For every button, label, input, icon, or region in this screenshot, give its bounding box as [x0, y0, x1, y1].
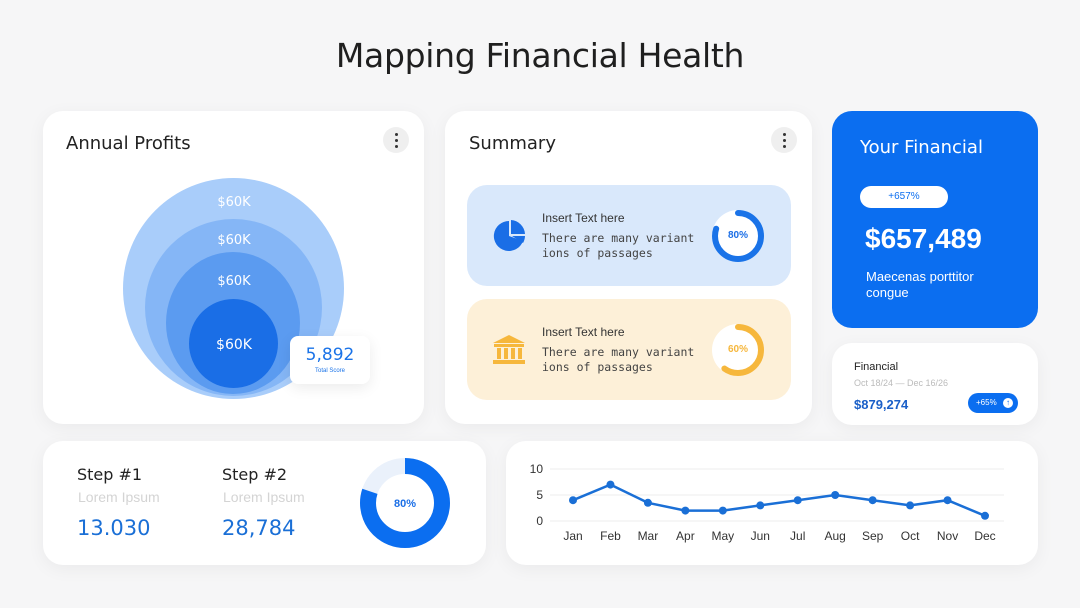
x-tick-label: Dec [974, 529, 995, 543]
steps-donut-label: 80% [393, 498, 417, 510]
line-chart-card: 0 5 10 Jan Feb Mar Apr May Jun Jul Aug Sep Oct Nov Dec [506, 441, 1038, 565]
annual-profits-title: Annual Profits [66, 133, 191, 154]
step-2-value: 28,784 [222, 516, 296, 540]
data-point [756, 501, 765, 510]
more-options-icon[interactable] [383, 127, 409, 153]
x-tick-label: May [711, 529, 734, 543]
summary-item-heading: Insert Text here [542, 325, 625, 339]
profit-ring-3-label: $60K [217, 274, 251, 289]
summary-progress-ring-2 [712, 324, 764, 376]
profit-ring-2-label: $60K [217, 233, 251, 248]
series-line [572, 483, 986, 517]
monthly-line-chart: 0 5 10 Jan Feb Mar Apr May Jun Jul Aug Sep Oct Nov Dec [530, 462, 1004, 543]
step-1-title: Step #1 [77, 465, 143, 484]
x-tick-label: Jun [751, 529, 770, 543]
data-point [943, 496, 952, 505]
financial-growth-badge: +65% ↑ [968, 393, 1018, 413]
financial-date-range: Oct 18/24 — Dec 16/26 [854, 378, 949, 388]
summary-item-heading: Insert Text here [542, 211, 625, 225]
profit-ring-inner [189, 299, 278, 388]
step-2-title: Step #2 [222, 465, 288, 484]
summary-item: Insert Text here There are many variant … [467, 185, 791, 286]
page-title: Mapping Financial Health [335, 36, 745, 75]
data-point [643, 498, 652, 507]
arrow-up-icon: ↑ [1003, 398, 1013, 408]
x-tick-label: Mar [638, 529, 659, 543]
bank-icon [493, 335, 525, 364]
your-financial-amount: $657,489 [865, 223, 982, 254]
steps-card: Step #1 Lorem Ipsum 13.030 Step #2 Lorem… [43, 441, 486, 565]
financial-card: Financial Oct 18/24 — Dec 16/26 $879,274… [832, 343, 1038, 425]
data-point [868, 496, 877, 505]
y-tick-label: 10 [530, 462, 544, 476]
total-score-box: 5,892 Total Score [290, 336, 370, 384]
total-score-value: 5,892 [305, 345, 355, 365]
summary-item: Insert Text here There are many variant … [467, 299, 791, 400]
data-point [906, 501, 915, 510]
summary-progress-ring-1 [712, 210, 764, 262]
your-financial-title: Your Financial [860, 137, 983, 158]
steps-donut [360, 458, 450, 548]
growth-badge: +657% [860, 186, 948, 208]
x-tick-label: Nov [937, 529, 958, 543]
more-options-icon[interactable] [771, 127, 797, 153]
x-tick-label: Jul [790, 529, 805, 543]
data-point [569, 496, 577, 505]
financial-amount: $879,274 [854, 397, 909, 412]
your-financial-description: Maecenas porttitor congue [866, 269, 974, 300]
profit-ring-outer-label: $60K [217, 195, 251, 210]
summary-item-text: There are many variant ions of passages [542, 345, 695, 374]
profit-ring-inner-label: $60K [216, 337, 252, 353]
step-2-subtitle: Lorem Ipsum [223, 489, 305, 505]
data-point [681, 506, 690, 515]
summary-progress-label: 80% [727, 230, 748, 241]
summary-title: Summary [469, 133, 556, 154]
data-point [981, 511, 989, 520]
your-financial-card: Your Financial +657% $657,489 Maecenas p… [832, 111, 1038, 328]
x-tick-label: Sep [862, 529, 884, 543]
summary-progress-label: 60% [727, 344, 748, 355]
data-point [718, 506, 727, 515]
data-point [831, 491, 840, 499]
pie-chart-icon [493, 220, 525, 251]
step-1-subtitle: Lorem Ipsum [78, 489, 160, 505]
financial-growth-value: +65% [976, 398, 997, 407]
financial-label: Financial [854, 361, 899, 373]
summary-item-text: There are many variant ions of passages [542, 231, 695, 260]
x-tick-label: Jan [563, 529, 582, 543]
x-tick-label: Feb [600, 529, 621, 543]
step-1-value: 13.030 [77, 516, 151, 540]
x-tick-label: Oct [901, 529, 920, 543]
y-tick-label: 0 [536, 514, 543, 528]
data-point [793, 496, 802, 505]
data-point [606, 480, 615, 489]
y-tick-label: 5 [536, 488, 543, 502]
total-score-label: Total Score [314, 368, 345, 374]
x-tick-label: Apr [676, 529, 695, 543]
summary-card: Summary Insert Text here There are many … [445, 111, 812, 424]
x-tick-label: Aug [825, 529, 846, 543]
